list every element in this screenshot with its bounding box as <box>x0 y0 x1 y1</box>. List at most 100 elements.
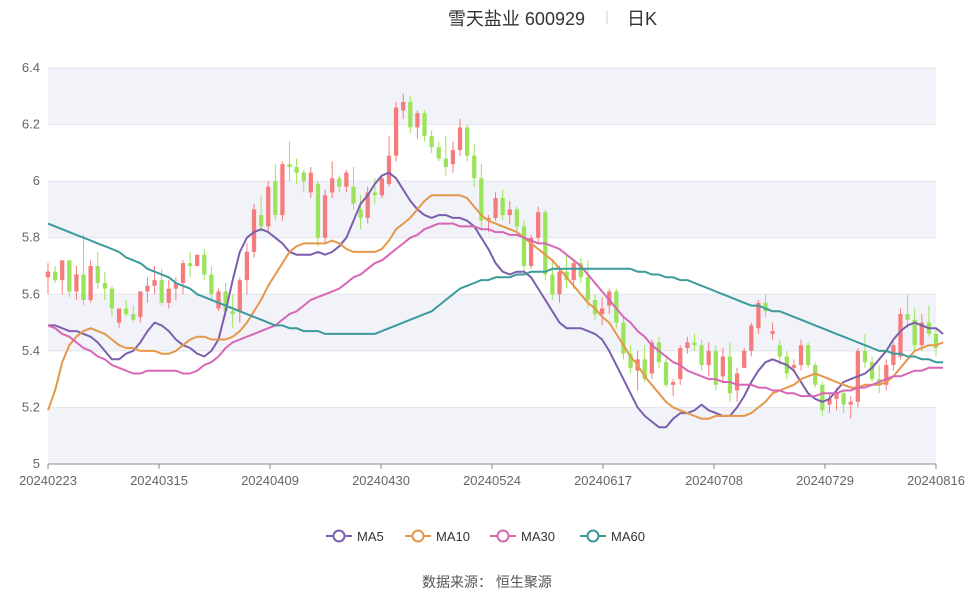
x-tick-label: 20240315 <box>130 473 188 488</box>
legend-item-ma60[interactable]: MA60 <box>580 529 645 544</box>
candle-body <box>805 345 811 365</box>
candle-body <box>457 127 463 151</box>
candle-body <box>493 198 498 218</box>
legend-item-ma10[interactable]: MA10 <box>405 529 470 544</box>
candle-body <box>173 282 179 289</box>
candle-body <box>393 107 399 156</box>
candle-body <box>429 135 434 148</box>
candle-body <box>678 348 683 380</box>
x-tick-label: 20240729 <box>796 473 854 488</box>
candle-body <box>88 266 93 300</box>
candle-body <box>365 192 370 218</box>
x-tick-label: 20240816 <box>907 473 965 488</box>
candle-body <box>308 172 313 193</box>
candle-body <box>742 350 747 368</box>
candle-body <box>294 167 299 173</box>
candle-body <box>798 345 804 365</box>
candle-body <box>521 226 527 266</box>
candle-body <box>898 314 903 357</box>
x-tick-label: 20240617 <box>574 473 632 488</box>
candle-body <box>358 209 363 218</box>
candle-body <box>706 350 711 365</box>
candle-body <box>557 271 562 295</box>
candle-body <box>663 362 669 385</box>
legend[interactable]: MA5 MA10 MA30 MA60 <box>326 529 645 544</box>
y-tick-label: 5.2 <box>22 399 40 414</box>
candle-body <box>500 198 505 216</box>
candle-body <box>301 172 306 182</box>
candle-body <box>408 101 413 128</box>
x-tick-label: 20240223 <box>19 473 77 488</box>
candle-body <box>52 271 58 281</box>
grid-band <box>48 181 936 238</box>
candle-body <box>372 192 377 196</box>
candle-body <box>827 398 832 405</box>
candle-body <box>486 217 491 221</box>
candle-body <box>81 274 86 300</box>
grid-band <box>48 407 936 464</box>
grid-band <box>48 294 936 351</box>
candle-body <box>152 280 157 286</box>
series-line-ma30 <box>47 222 944 398</box>
y-axis: 5 5.2 5.4 5.6 5.8 6 6.2 6.4 <box>22 60 40 471</box>
legend-label: MA5 <box>357 529 384 544</box>
candle-body <box>138 291 143 317</box>
candle-body <box>891 345 896 365</box>
legend-label: MA30 <box>521 529 555 544</box>
candle-body <box>74 274 79 292</box>
candle-body <box>166 288 171 303</box>
candle-body <box>230 311 235 315</box>
candle-body <box>216 291 221 309</box>
candle-body <box>727 356 733 394</box>
candle-body <box>330 178 335 193</box>
candle-body <box>422 113 427 136</box>
legend-item-ma30[interactable]: MA30 <box>490 529 555 544</box>
candle-body <box>585 277 591 300</box>
candle-body <box>60 260 65 281</box>
candle-body <box>763 302 768 312</box>
candle-body <box>734 373 740 391</box>
candle-body <box>621 322 626 354</box>
candle-body <box>351 186 356 204</box>
candle-body <box>95 266 100 283</box>
candle-body <box>109 288 115 309</box>
candle-body <box>379 178 385 196</box>
candle-body <box>187 263 193 266</box>
candle-body <box>322 195 328 238</box>
candle-body <box>869 362 875 380</box>
candle-body <box>813 365 818 385</box>
y-tick-label: 5.6 <box>22 286 40 301</box>
y-tick-label: 5 <box>33 456 40 471</box>
candle-body <box>223 291 228 312</box>
candle-body <box>202 254 207 275</box>
x-tick-label: 20240708 <box>685 473 743 488</box>
x-tick-label: 20240409 <box>241 473 299 488</box>
candle-body <box>479 178 484 221</box>
candle-body <box>692 342 697 346</box>
candle-body <box>820 384 825 411</box>
moving-average-lines <box>47 171 944 429</box>
candle-body <box>862 350 868 363</box>
legend-swatch-marker <box>411 529 425 543</box>
grid-bands <box>48 68 936 464</box>
candle-body <box>628 353 633 368</box>
candle-body <box>770 331 775 334</box>
candle-body <box>834 393 839 399</box>
candle-body <box>386 155 392 184</box>
candle-body <box>465 127 470 156</box>
candle-body <box>443 158 448 167</box>
candle-body <box>791 365 797 368</box>
candle-body <box>195 254 200 266</box>
y-tick-label: 6 <box>33 173 40 188</box>
candle-body <box>450 150 456 165</box>
candle-body <box>592 299 598 315</box>
legend-item-ma5[interactable]: MA5 <box>326 529 384 544</box>
legend-swatch-marker <box>496 529 510 543</box>
candle-body <box>536 212 541 238</box>
candle-body <box>415 113 420 128</box>
candle-body <box>777 345 782 357</box>
candle-body <box>116 308 122 323</box>
candle-body <box>209 274 214 295</box>
candle-body <box>578 263 583 278</box>
series-line-ma10 <box>47 194 944 420</box>
